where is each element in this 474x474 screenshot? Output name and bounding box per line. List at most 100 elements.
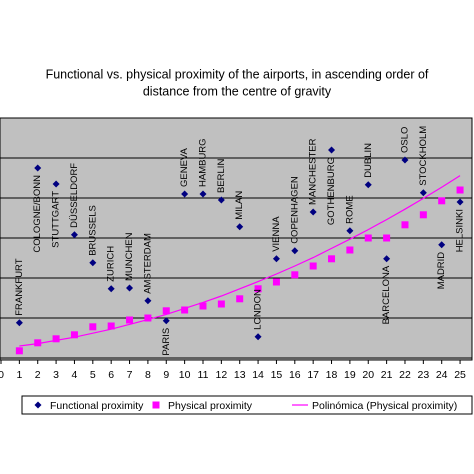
physical-point xyxy=(144,314,152,322)
airport-label: VIENNA xyxy=(271,216,282,252)
airport-label: MUNCHEN xyxy=(124,232,135,281)
airport-label: PARIS xyxy=(161,328,172,356)
airport-label: OSLO xyxy=(399,127,410,153)
functional-point xyxy=(89,259,97,267)
physical-point xyxy=(419,211,427,219)
physical-point xyxy=(309,262,317,270)
functional-point xyxy=(107,285,115,293)
functional-point xyxy=(52,180,60,188)
airport-label: HELSINKI xyxy=(455,209,466,252)
functional-point xyxy=(15,319,23,327)
plot-area xyxy=(0,117,473,361)
airport-label: STOCKHOLM xyxy=(418,126,429,186)
airport-label: COLOGNE/BONN xyxy=(32,175,43,253)
airport-label: COPENHAGEN xyxy=(289,176,300,244)
airport-label: BRUSSELS xyxy=(87,205,98,256)
physical-point xyxy=(70,331,78,339)
x-tick-label: 21 xyxy=(381,369,393,381)
functional-point xyxy=(401,156,409,164)
legend-box xyxy=(21,395,473,415)
x-tick-label: 16 xyxy=(289,369,301,381)
physical-point xyxy=(181,306,189,314)
physical-point xyxy=(107,322,115,330)
legend-label: Physical proximity xyxy=(168,400,253,412)
airport-label: BARCELONA xyxy=(381,265,392,324)
functional-point xyxy=(70,231,78,239)
functional-point xyxy=(456,198,464,206)
physical-point xyxy=(34,339,42,347)
x-tick-label: 22 xyxy=(399,369,411,381)
physical-point xyxy=(217,300,225,308)
functional-point xyxy=(364,181,372,189)
legend-label: Polinómica (Physical proximity) xyxy=(312,400,457,412)
trend-line xyxy=(19,175,461,347)
physical-point xyxy=(89,323,97,331)
physical-point xyxy=(401,221,409,229)
functional-point xyxy=(291,247,299,255)
x-tick-label: 14 xyxy=(252,369,264,381)
x-tick-label: 11 xyxy=(198,369,209,381)
functional-point xyxy=(438,241,446,249)
x-tick-label: 10 xyxy=(179,369,191,381)
functional-point xyxy=(254,333,262,341)
x-tick-label: 0 xyxy=(0,369,4,381)
x-tick-label: 4 xyxy=(72,369,78,381)
physical-point xyxy=(364,234,372,242)
functional-point xyxy=(346,227,354,235)
x-tick-label: 1 xyxy=(16,369,22,381)
x-tick-label: 18 xyxy=(326,369,338,381)
x-tick-label: 19 xyxy=(344,369,356,381)
functional-point xyxy=(272,255,280,263)
legend-marker xyxy=(34,401,42,409)
x-tick-label: 24 xyxy=(436,369,448,381)
physical-point xyxy=(162,307,170,315)
x-tick-label: 12 xyxy=(216,369,228,381)
functional-point xyxy=(199,190,207,198)
airport-label: DUBLIN xyxy=(363,143,374,178)
functional-point xyxy=(162,317,170,325)
airport-label: GENEVA xyxy=(179,147,190,187)
functional-point xyxy=(419,189,427,197)
x-tick-label: 25 xyxy=(454,369,466,381)
x-tick-label: 8 xyxy=(145,369,151,381)
x-tick-label: 15 xyxy=(271,369,283,381)
functional-point xyxy=(126,284,134,292)
airport-label: MANCHESTER xyxy=(308,138,319,205)
legend-marker xyxy=(152,401,160,409)
physical-point xyxy=(346,246,354,254)
airport-label: AMSTERDAM xyxy=(142,233,153,294)
legend-label: Functional proximity xyxy=(50,400,144,412)
functional-point xyxy=(181,190,189,198)
physical-point xyxy=(236,295,244,303)
airport-label: FRANKFURT xyxy=(14,258,25,316)
x-tick-label: 2 xyxy=(35,369,41,381)
x-tick-label: 17 xyxy=(307,369,319,381)
airport-label: LONDON xyxy=(253,289,264,330)
x-tick-label: 13 xyxy=(234,369,246,381)
airport-label: HAMBURG xyxy=(198,138,209,187)
physical-point xyxy=(438,197,446,205)
functional-point xyxy=(309,208,317,216)
functional-point xyxy=(236,223,244,231)
airport-label: ROME xyxy=(344,195,355,224)
physical-point xyxy=(52,335,60,343)
physical-point xyxy=(291,271,299,279)
physical-point xyxy=(199,302,207,310)
airport-label: MADRID xyxy=(436,252,447,290)
x-tick-label: 20 xyxy=(362,369,374,381)
physical-point xyxy=(456,186,464,194)
x-tick-label: 6 xyxy=(108,369,114,381)
airport-label: DÜSSELDORF xyxy=(69,163,80,228)
functional-point xyxy=(34,164,42,172)
physical-point xyxy=(328,255,336,263)
airport-label: STUTTGART xyxy=(51,191,62,248)
x-tick-label: 23 xyxy=(417,369,429,381)
functional-point xyxy=(144,297,152,305)
x-tick-label: 3 xyxy=(53,369,59,381)
functional-point xyxy=(217,196,225,204)
chart-title: Functional vs. physical proximity of the… xyxy=(46,67,429,81)
airport-label: BERLIN xyxy=(216,159,227,193)
functional-point xyxy=(328,146,336,154)
